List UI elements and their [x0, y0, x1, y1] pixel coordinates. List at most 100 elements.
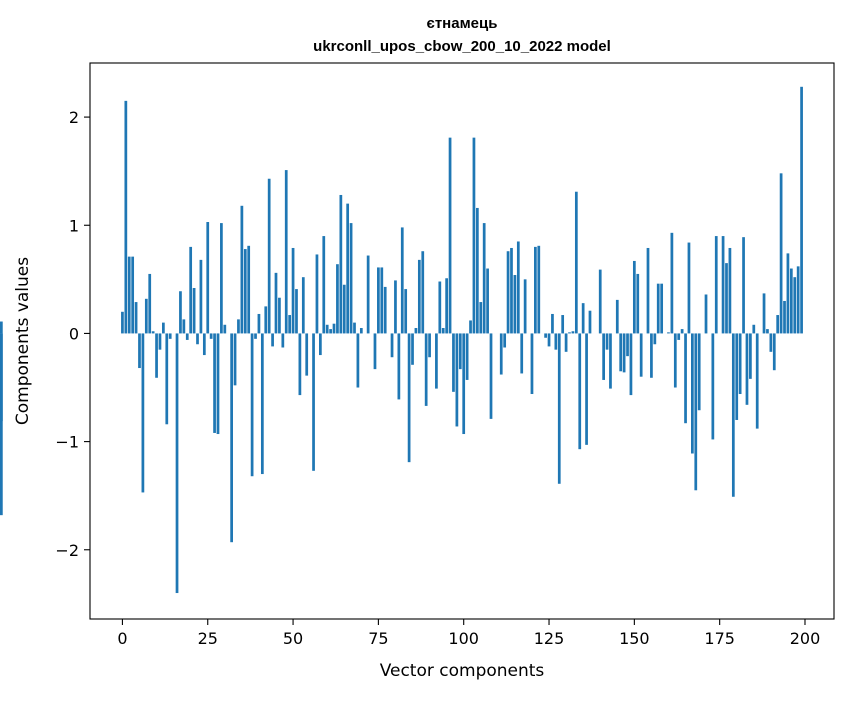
bar-13	[165, 333, 168, 424]
bar-92	[435, 333, 438, 388]
bar-129	[561, 315, 564, 333]
bar-74	[374, 333, 377, 369]
bar-157	[657, 284, 660, 334]
bar-17	[179, 291, 182, 333]
bar-186	[756, 333, 759, 428]
x-tick-label: 25	[198, 629, 218, 648]
bar-149	[630, 333, 633, 395]
bar-146	[619, 333, 622, 371]
bar-183	[746, 333, 749, 404]
bar-32	[230, 333, 233, 542]
bar-3	[131, 257, 134, 334]
bar-100	[462, 333, 465, 434]
bar-181	[739, 333, 742, 394]
bar-167	[691, 333, 694, 453]
bar-114	[510, 248, 513, 333]
bar-105	[479, 302, 482, 333]
bar-2	[128, 257, 131, 334]
plot-frame	[90, 63, 834, 619]
bar-165	[684, 333, 687, 423]
bar-143	[609, 333, 612, 388]
bar-67	[350, 223, 353, 333]
bar-82	[401, 227, 404, 333]
bar-102	[469, 320, 472, 333]
bar-27	[213, 333, 216, 433]
bar-154	[647, 248, 650, 333]
bar-65	[343, 285, 346, 334]
bar-135	[582, 303, 585, 333]
bar-156	[653, 333, 656, 344]
bar-72	[367, 256, 370, 334]
bar-108	[490, 333, 493, 418]
bar-127	[554, 333, 557, 349]
bar-142	[606, 333, 609, 349]
bar-101	[466, 333, 469, 380]
bar-76	[380, 267, 383, 333]
bar-128	[558, 333, 561, 483]
bar-64	[339, 195, 342, 333]
bar-26	[210, 333, 213, 338]
bar-68	[353, 323, 356, 334]
bar-161	[671, 233, 674, 334]
bar-90	[428, 333, 431, 357]
bar-136	[585, 333, 588, 444]
x-tick-label: 175	[704, 629, 735, 648]
bar-193	[780, 173, 783, 333]
bar-85	[411, 333, 414, 364]
bar-132	[572, 331, 575, 333]
bar-158	[660, 284, 663, 334]
bar-115	[514, 275, 517, 333]
chart-title-line2: ukrconll_upos_cbow_200_10_2022 model	[313, 38, 611, 55]
bar-83	[404, 289, 407, 333]
bar-35	[241, 206, 244, 334]
x-tick-label: 75	[368, 629, 388, 648]
bar-93	[438, 282, 441, 334]
bar-80	[394, 280, 397, 333]
bar-182	[742, 237, 745, 333]
bar-89	[425, 333, 428, 405]
bar-8	[148, 274, 151, 333]
bar-147	[623, 333, 626, 372]
bar-176	[722, 236, 725, 333]
x-tick-label: 125	[534, 629, 565, 648]
bar-43	[268, 179, 271, 334]
bar-24	[203, 333, 206, 355]
bar-36	[244, 249, 247, 333]
bar-62	[333, 324, 336, 334]
bar-96	[449, 138, 452, 334]
bar-171	[705, 294, 708, 333]
bar-75	[377, 267, 380, 333]
bar-38	[251, 333, 254, 476]
bar-169	[698, 333, 701, 410]
bar-95	[445, 278, 448, 333]
bar-52	[299, 333, 302, 395]
bar-188	[763, 293, 766, 333]
x-tick-label: 50	[283, 629, 303, 648]
bar-42	[264, 306, 267, 333]
bar-48	[285, 170, 288, 333]
bar-151	[636, 274, 639, 333]
y-tick-label: 2	[69, 108, 79, 127]
bar-53	[302, 277, 305, 333]
bar-185	[752, 325, 755, 334]
bar-49	[288, 315, 291, 333]
bar-88	[421, 251, 424, 333]
bar-196	[790, 269, 793, 334]
bar-130	[565, 333, 568, 351]
bar-120	[531, 333, 534, 394]
y-tick-label: 1	[69, 216, 79, 235]
bar-undefined	[0, 322, 3, 334]
bar-63	[336, 264, 339, 333]
bar-124	[544, 333, 547, 337]
bar-97	[452, 333, 455, 391]
chart-title-line1: єтнамець	[427, 15, 498, 32]
bar-39	[254, 333, 257, 338]
x-tick-label: 0	[117, 629, 127, 648]
bar-155	[650, 333, 653, 377]
bar-112	[503, 333, 506, 347]
bar-145	[616, 300, 619, 334]
bar-103	[473, 138, 476, 334]
bar-81	[398, 333, 401, 399]
x-tick-label: 100	[448, 629, 479, 648]
